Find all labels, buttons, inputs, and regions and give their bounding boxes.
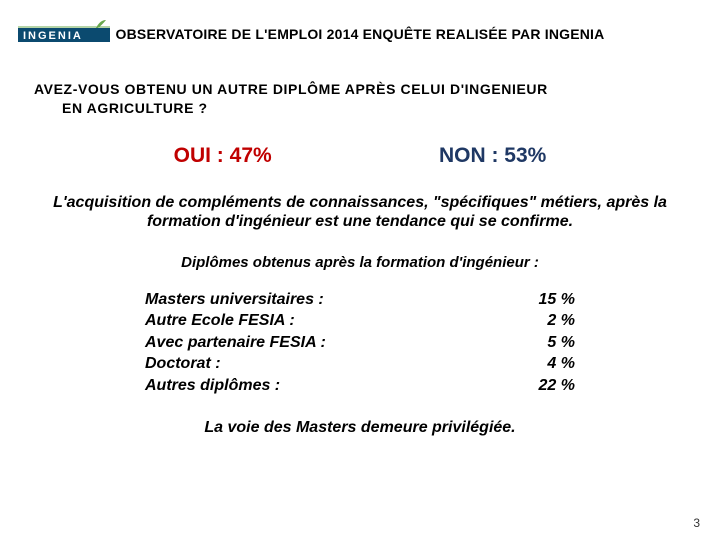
diploma-label: Doctorat : — [145, 353, 515, 375]
question-line-1: AVEZ-VOUS OBTENU UN AUTRE DIPLÔME APRÈS … — [34, 81, 548, 97]
table-row: Autres diplômes : 22 % — [145, 375, 575, 397]
diploma-value: 4 % — [515, 353, 575, 375]
page-title: OBSERVATOIRE DE L'EMPLOI 2014 ENQUÊTE RE… — [30, 26, 690, 42]
commentary-paragraph: L'acquisition de compléments de connaiss… — [52, 194, 668, 232]
answer-oui: OUI : 47% — [174, 144, 272, 168]
conclusion-text: La voie des Masters demeure privilégiée. — [60, 419, 660, 437]
survey-question: AVEZ-VOUS OBTENU UN AUTRE DIPLÔME APRÈS … — [34, 80, 686, 118]
answer-non: NON : 53% — [439, 144, 546, 168]
diploma-value: 15 % — [515, 289, 575, 311]
brand-logo: INGENIA — [18, 18, 110, 49]
diplomas-table: Masters universitaires : 15 % Autre Ecol… — [145, 289, 575, 397]
diploma-value: 2 % — [515, 310, 575, 332]
diploma-label: Masters universitaires : — [145, 289, 515, 311]
page-number: 3 — [693, 516, 700, 530]
answers-row: OUI : 47% NON : 53% — [90, 144, 630, 168]
table-row: Autre Ecole FESIA : 2 % — [145, 310, 575, 332]
table-row: Doctorat : 4 % — [145, 353, 575, 375]
table-row: Masters universitaires : 15 % — [145, 289, 575, 311]
diploma-value: 22 % — [515, 375, 575, 397]
diploma-label: Autres diplômes : — [145, 375, 515, 397]
svg-text:INGENIA: INGENIA — [23, 30, 83, 42]
slide-page: INGENIA OBSERVATOIRE DE L'EMPLOI 2014 EN… — [0, 0, 720, 540]
diplomas-heading: Diplômes obtenus après la formation d'in… — [30, 254, 690, 271]
table-row: Avec partenaire FESIA : 5 % — [145, 332, 575, 354]
diploma-label: Avec partenaire FESIA : — [145, 332, 515, 354]
ingenia-logo-icon: INGENIA — [18, 18, 110, 44]
question-line-2: EN AGRICULTURE ? — [34, 99, 686, 118]
diploma-value: 5 % — [515, 332, 575, 354]
diploma-label: Autre Ecole FESIA : — [145, 310, 515, 332]
